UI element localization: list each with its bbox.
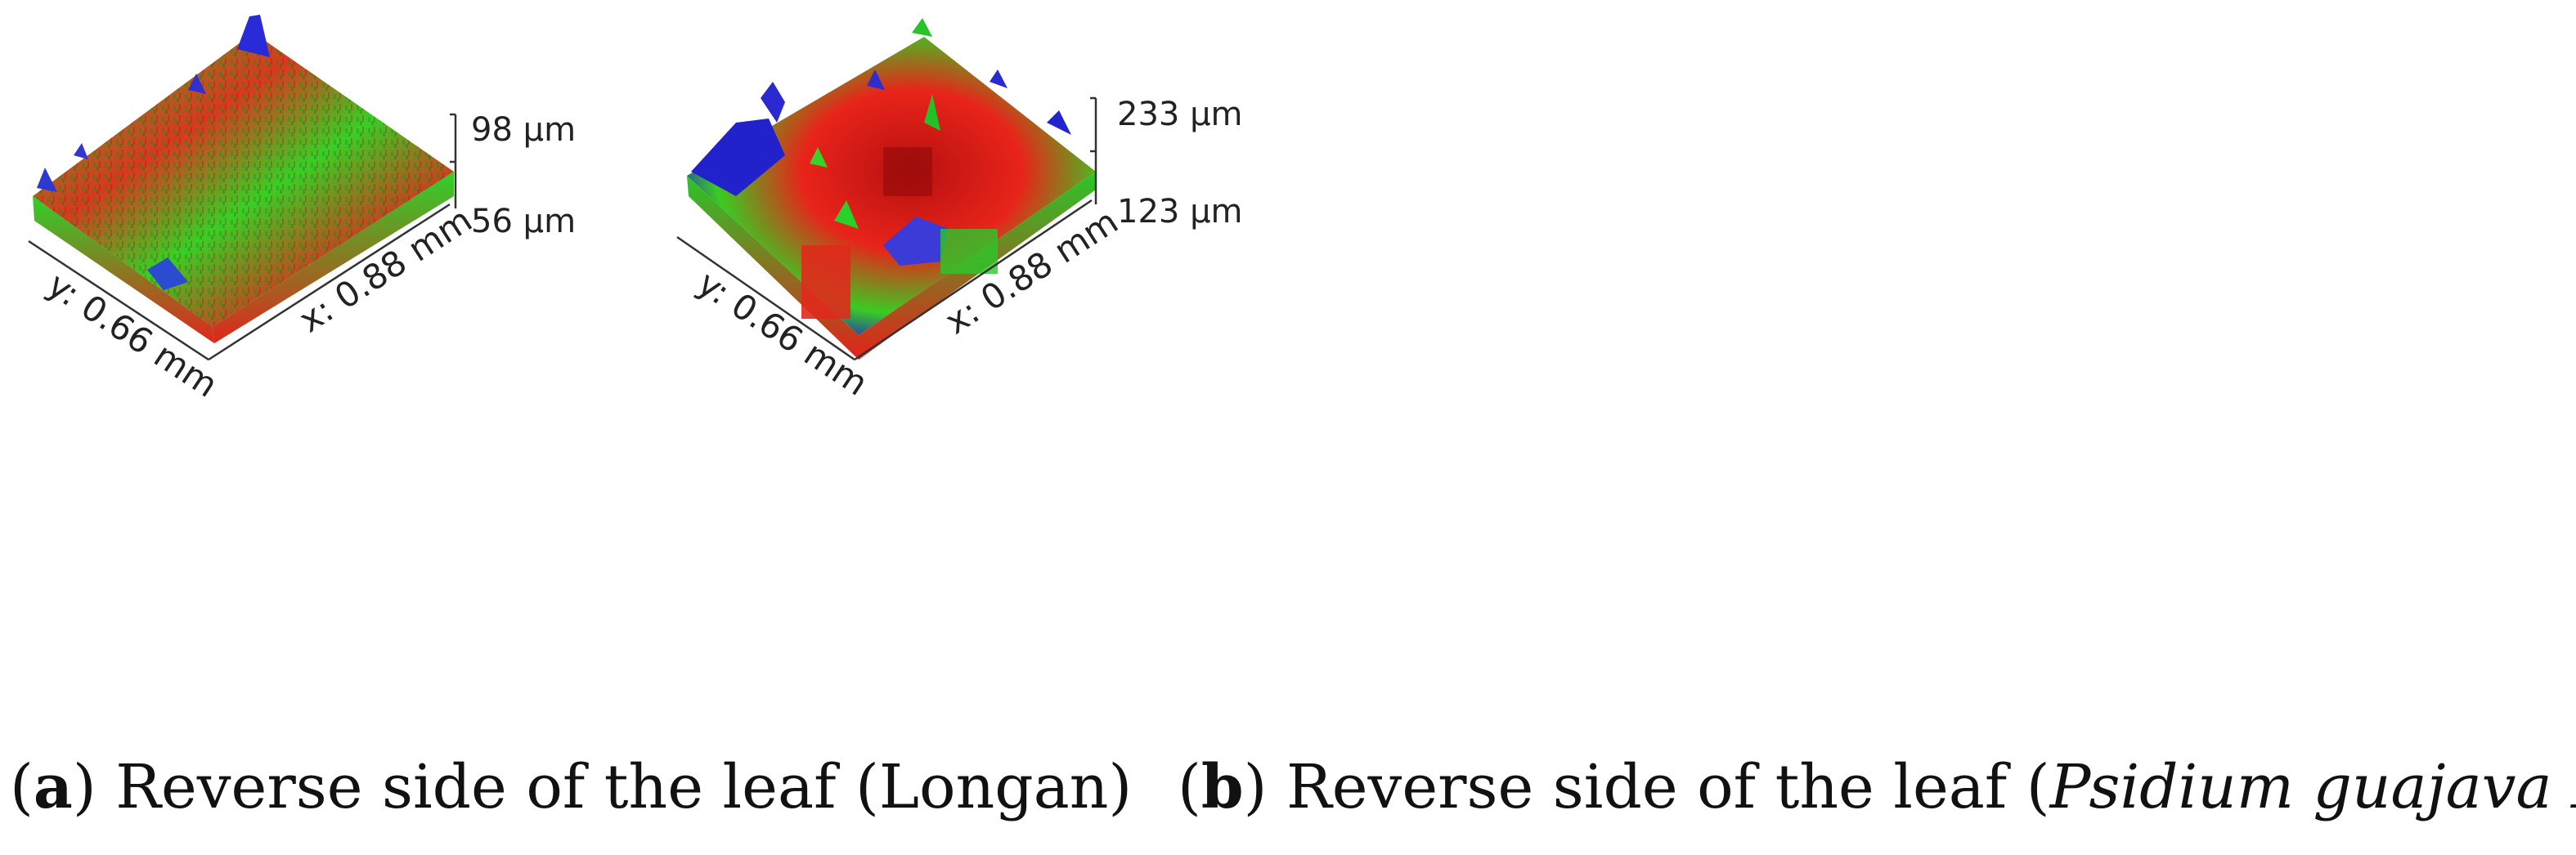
panel-a-surface [33,15,454,343]
panel-b-dark-core [883,147,932,196]
panel-a-caption-text: Reverse side of the leaf ( [115,752,879,822]
panel-a-peak [147,257,188,290]
panel-b-peak [912,18,932,37]
panel-b-block [801,245,850,319]
panel-a-caption-letter: a [33,752,73,822]
panel-b-z-max-label: 233 µm [1117,96,1242,133]
panel-b-peak [834,200,859,229]
panel-b-block [940,229,998,274]
panel-b-caption: (b) Reverse side of the leaf (Psidium gu… [1178,757,2576,817]
panel-a-peak [237,15,270,57]
panel-a-z-max-label: 98 µm [471,111,576,149]
panel-b-caption-species: Psidium guajava L. [2049,752,2576,822]
panel-a-peak [74,143,88,159]
panel-b-axes [676,96,1097,361]
panel-a-axes [28,113,457,361]
panel-a-peak [37,168,57,192]
panel-b-z-min-label: 123 µm [1117,193,1242,231]
panel-b-caption-text: Reverse side of the leaf ( [1286,752,2050,822]
panel-b-peak [924,94,940,131]
panel-a-front-right-face [213,172,454,343]
panel-b-peak [867,69,885,90]
panel-b-peak [1047,110,1071,135]
panel-b-caption-letter: b [1200,752,1244,822]
panel-b-peak [883,217,949,266]
panel-b-peak [761,82,785,123]
panel-a-caption-text-after: Longan) [878,752,1133,822]
panel-b-peak [691,119,785,196]
panel-a-peak [188,74,206,94]
panel-a-noise [33,33,454,327]
panel-a-caption: (a) Reverse side of the leaf (Longan) [10,752,1133,822]
panel-a-z-min-label: 56 µm [471,203,576,240]
panel-b-surface [687,18,1096,360]
panel-a-front-left-face [33,196,214,343]
panel-b-peak [990,69,1008,88]
panel-b-peak [810,147,828,168]
